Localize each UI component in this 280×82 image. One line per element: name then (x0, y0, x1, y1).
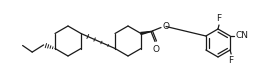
Text: O: O (163, 22, 170, 31)
Polygon shape (141, 31, 151, 35)
Text: CN: CN (235, 31, 248, 41)
Text: F: F (216, 14, 221, 23)
Text: O: O (153, 45, 160, 53)
Text: F: F (228, 56, 234, 65)
